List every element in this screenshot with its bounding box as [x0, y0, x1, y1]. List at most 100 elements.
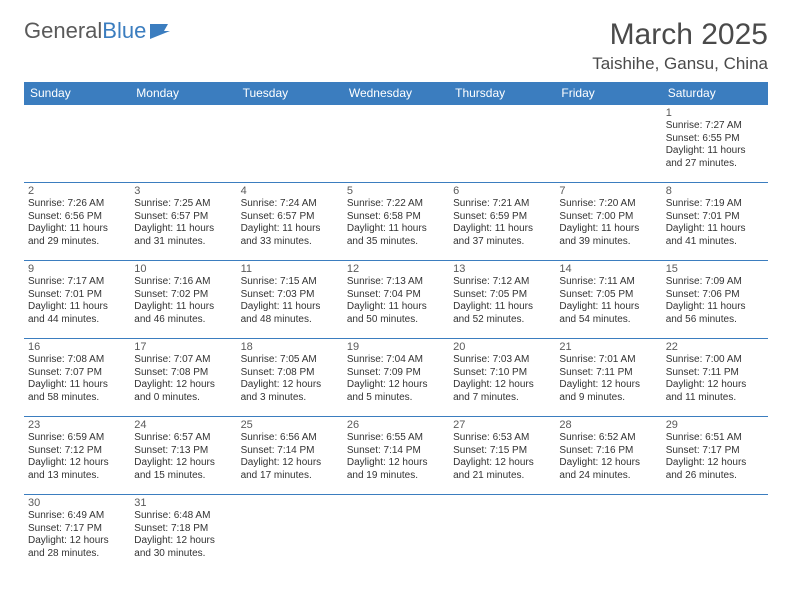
day-number: 9: [28, 263, 126, 275]
sunrise-text: Sunrise: 7:05 AM: [241, 354, 339, 367]
title-block: March 2025 Taishihe, Gansu, China: [592, 18, 768, 74]
calendar-cell: 9Sunrise: 7:17 AMSunset: 7:01 PMDaylight…: [24, 261, 130, 339]
day-header: Saturday: [662, 82, 768, 105]
day-number: 23: [28, 419, 126, 431]
calendar-cell: 13Sunrise: 7:12 AMSunset: 7:05 PMDayligh…: [449, 261, 555, 339]
sunrise-text: Sunrise: 7:09 AM: [666, 276, 764, 289]
sunset-text: Sunset: 6:56 PM: [28, 211, 126, 224]
calendar-row: 16Sunrise: 7:08 AMSunset: 7:07 PMDayligh…: [24, 339, 768, 417]
daylight-text: Daylight: 12 hours and 24 minutes.: [559, 457, 657, 482]
calendar-cell: 19Sunrise: 7:04 AMSunset: 7:09 PMDayligh…: [343, 339, 449, 417]
sunrise-text: Sunrise: 7:24 AM: [241, 198, 339, 211]
day-number: 22: [666, 341, 764, 353]
sunset-text: Sunset: 6:58 PM: [347, 211, 445, 224]
day-info: Sunrise: 7:16 AMSunset: 7:02 PMDaylight:…: [134, 276, 232, 326]
day-info: Sunrise: 6:48 AMSunset: 7:18 PMDaylight:…: [134, 510, 232, 560]
sunrise-text: Sunrise: 7:27 AM: [666, 120, 764, 133]
sunset-text: Sunset: 7:17 PM: [28, 523, 126, 536]
sunset-text: Sunset: 7:17 PM: [666, 445, 764, 458]
header: GeneralBlue March 2025 Taishihe, Gansu, …: [24, 18, 768, 74]
day-number: 12: [347, 263, 445, 275]
day-header: Monday: [130, 82, 236, 105]
daylight-text: Daylight: 11 hours and 33 minutes.: [241, 223, 339, 248]
sunset-text: Sunset: 7:11 PM: [559, 367, 657, 380]
daylight-text: Daylight: 12 hours and 17 minutes.: [241, 457, 339, 482]
daylight-text: Daylight: 11 hours and 48 minutes.: [241, 301, 339, 326]
daylight-text: Daylight: 11 hours and 56 minutes.: [666, 301, 764, 326]
calendar-table: SundayMondayTuesdayWednesdayThursdayFrid…: [24, 82, 768, 573]
sunrise-text: Sunrise: 6:56 AM: [241, 432, 339, 445]
day-number: 24: [134, 419, 232, 431]
day-number: 31: [134, 497, 232, 509]
day-number: 20: [453, 341, 551, 353]
sunset-text: Sunset: 6:59 PM: [453, 211, 551, 224]
day-number: 26: [347, 419, 445, 431]
sunrise-text: Sunrise: 7:04 AM: [347, 354, 445, 367]
calendar-cell: 3Sunrise: 7:25 AMSunset: 6:57 PMDaylight…: [130, 183, 236, 261]
daylight-text: Daylight: 11 hours and 52 minutes.: [453, 301, 551, 326]
day-number: 15: [666, 263, 764, 275]
calendar-cell: 25Sunrise: 6:56 AMSunset: 7:14 PMDayligh…: [237, 417, 343, 495]
daylight-text: Daylight: 12 hours and 21 minutes.: [453, 457, 551, 482]
sunset-text: Sunset: 7:14 PM: [347, 445, 445, 458]
calendar-cell: 5Sunrise: 7:22 AMSunset: 6:58 PMDaylight…: [343, 183, 449, 261]
calendar-cell: 6Sunrise: 7:21 AMSunset: 6:59 PMDaylight…: [449, 183, 555, 261]
calendar-cell: [555, 495, 661, 573]
sunset-text: Sunset: 7:13 PM: [134, 445, 232, 458]
sunrise-text: Sunrise: 7:13 AM: [347, 276, 445, 289]
daylight-text: Daylight: 11 hours and 31 minutes.: [134, 223, 232, 248]
day-info: Sunrise: 7:05 AMSunset: 7:08 PMDaylight:…: [241, 354, 339, 404]
sunset-text: Sunset: 7:10 PM: [453, 367, 551, 380]
sunset-text: Sunset: 7:04 PM: [347, 289, 445, 302]
calendar-head: SundayMondayTuesdayWednesdayThursdayFrid…: [24, 82, 768, 105]
calendar-cell: 17Sunrise: 7:07 AMSunset: 7:08 PMDayligh…: [130, 339, 236, 417]
day-number: 6: [453, 185, 551, 197]
sunset-text: Sunset: 6:57 PM: [241, 211, 339, 224]
calendar-row: 9Sunrise: 7:17 AMSunset: 7:01 PMDaylight…: [24, 261, 768, 339]
day-info: Sunrise: 6:56 AMSunset: 7:14 PMDaylight:…: [241, 432, 339, 482]
sunrise-text: Sunrise: 7:08 AM: [28, 354, 126, 367]
day-number: 14: [559, 263, 657, 275]
calendar-cell: 22Sunrise: 7:00 AMSunset: 7:11 PMDayligh…: [662, 339, 768, 417]
calendar-cell: 7Sunrise: 7:20 AMSunset: 7:00 PMDaylight…: [555, 183, 661, 261]
day-number: 4: [241, 185, 339, 197]
calendar-cell: [237, 495, 343, 573]
month-title: March 2025: [592, 18, 768, 52]
day-number: 3: [134, 185, 232, 197]
calendar-cell: [662, 495, 768, 573]
calendar-cell: 1Sunrise: 7:27 AMSunset: 6:55 PMDaylight…: [662, 105, 768, 183]
daylight-text: Daylight: 12 hours and 3 minutes.: [241, 379, 339, 404]
sunrise-text: Sunrise: 7:15 AM: [241, 276, 339, 289]
sunrise-text: Sunrise: 7:01 AM: [559, 354, 657, 367]
day-info: Sunrise: 7:03 AMSunset: 7:10 PMDaylight:…: [453, 354, 551, 404]
day-number: 5: [347, 185, 445, 197]
sunrise-text: Sunrise: 6:57 AM: [134, 432, 232, 445]
sunrise-text: Sunrise: 7:21 AM: [453, 198, 551, 211]
sunrise-text: Sunrise: 7:12 AM: [453, 276, 551, 289]
calendar-cell: [237, 105, 343, 183]
day-info: Sunrise: 7:24 AMSunset: 6:57 PMDaylight:…: [241, 198, 339, 248]
sunset-text: Sunset: 7:16 PM: [559, 445, 657, 458]
daylight-text: Daylight: 12 hours and 26 minutes.: [666, 457, 764, 482]
daylight-text: Daylight: 11 hours and 37 minutes.: [453, 223, 551, 248]
day-number: 28: [559, 419, 657, 431]
sunset-text: Sunset: 7:15 PM: [453, 445, 551, 458]
daylight-text: Daylight: 12 hours and 13 minutes.: [28, 457, 126, 482]
sunset-text: Sunset: 7:01 PM: [28, 289, 126, 302]
day-info: Sunrise: 7:17 AMSunset: 7:01 PMDaylight:…: [28, 276, 126, 326]
calendar-cell: 29Sunrise: 6:51 AMSunset: 7:17 PMDayligh…: [662, 417, 768, 495]
day-number: 13: [453, 263, 551, 275]
day-info: Sunrise: 7:00 AMSunset: 7:11 PMDaylight:…: [666, 354, 764, 404]
day-number: 2: [28, 185, 126, 197]
sunrise-text: Sunrise: 7:25 AM: [134, 198, 232, 211]
sunrise-text: Sunrise: 7:07 AM: [134, 354, 232, 367]
day-info: Sunrise: 7:13 AMSunset: 7:04 PMDaylight:…: [347, 276, 445, 326]
sunset-text: Sunset: 6:57 PM: [134, 211, 232, 224]
day-info: Sunrise: 6:51 AMSunset: 7:17 PMDaylight:…: [666, 432, 764, 482]
daylight-text: Daylight: 11 hours and 29 minutes.: [28, 223, 126, 248]
day-number: 18: [241, 341, 339, 353]
day-info: Sunrise: 7:25 AMSunset: 6:57 PMDaylight:…: [134, 198, 232, 248]
sunset-text: Sunset: 7:09 PM: [347, 367, 445, 380]
daylight-text: Daylight: 12 hours and 7 minutes.: [453, 379, 551, 404]
calendar-cell: 10Sunrise: 7:16 AMSunset: 7:02 PMDayligh…: [130, 261, 236, 339]
